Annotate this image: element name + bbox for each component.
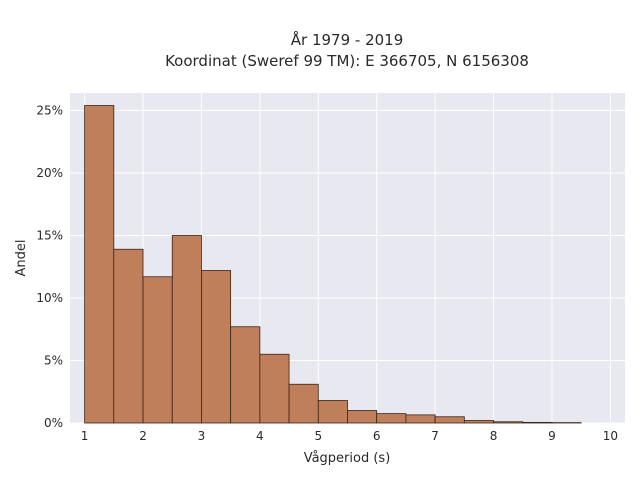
x-tick-label: 3: [198, 429, 206, 443]
y-tick-label: 15%: [36, 229, 63, 243]
histogram-bar: [522, 421, 553, 424]
y-tick-label: 20%: [36, 166, 63, 180]
y-tick-label: 5%: [44, 354, 63, 368]
x-axis-ticks: 1 2 3 4 5 6 7 8 9 10: [81, 429, 618, 443]
x-tick-label: 10: [603, 429, 618, 443]
x-tick-label: 6: [373, 429, 381, 443]
histogram-bar: [317, 400, 348, 424]
y-tick-label: 0%: [44, 416, 63, 430]
x-tick-label: 2: [139, 429, 147, 443]
y-tick-label: 10%: [36, 291, 63, 305]
x-tick-label: 4: [256, 429, 264, 443]
x-tick-label: 7: [431, 429, 439, 443]
histogram-bar: [142, 276, 173, 424]
x-tick-label: 5: [314, 429, 322, 443]
histogram-bar: [288, 383, 319, 424]
histogram-bar: [347, 410, 378, 424]
histogram-bar: [376, 413, 407, 424]
x-tick-label: 1: [81, 429, 89, 443]
y-axis-ticks: 0% 5% 10% 15% 20% 25%: [36, 104, 63, 431]
y-tick-label: 25%: [36, 104, 63, 118]
chart-title-line1: År 1979 - 2019: [291, 30, 404, 49]
chart-title-line2: Koordinat (Sweref 99 TM): E 366705, N 61…: [165, 52, 529, 70]
histogram-bar: [434, 416, 465, 424]
x-tick-label: 8: [490, 429, 498, 443]
histogram-bar: [463, 420, 494, 424]
histogram-bar: [113, 248, 144, 424]
y-axis-label: Andel: [14, 240, 29, 277]
histogram-bar: [493, 421, 524, 424]
histogram-bar: [84, 105, 115, 424]
histogram-bar: [201, 270, 232, 424]
x-tick-label: 9: [548, 429, 556, 443]
histogram-bar: [230, 326, 261, 424]
histogram-bar: [259, 353, 290, 424]
histogram-bar: [405, 414, 436, 424]
histogram-bar: [171, 235, 202, 424]
bars: [84, 105, 582, 424]
x-axis-label: Vågperiod (s): [304, 451, 391, 466]
